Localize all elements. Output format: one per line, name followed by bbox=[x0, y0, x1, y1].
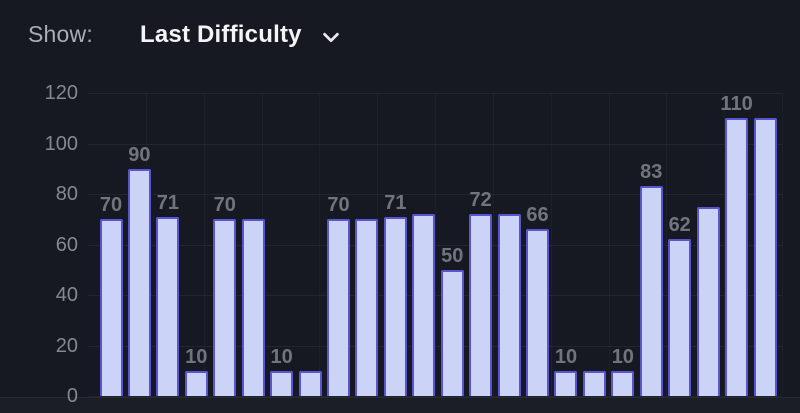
bar[interactable] bbox=[383, 216, 407, 396]
bar[interactable] bbox=[554, 370, 578, 396]
bar[interactable] bbox=[127, 168, 151, 396]
bar[interactable] bbox=[298, 370, 322, 396]
y-axis-tick: 120 bbox=[44, 82, 78, 104]
bar[interactable] bbox=[668, 239, 692, 396]
dropdown-selected-value: Last Difficulty bbox=[140, 21, 302, 48]
chevron-down-icon bbox=[322, 32, 339, 42]
bar[interactable] bbox=[753, 118, 777, 396]
bar[interactable] bbox=[270, 370, 294, 396]
bar-value-label: 110 bbox=[720, 93, 753, 116]
y-axis-tick: 80 bbox=[55, 183, 78, 205]
bar-value-label: 70 bbox=[327, 194, 350, 217]
bar[interactable] bbox=[213, 219, 237, 396]
gridline-vertical bbox=[782, 93, 783, 396]
bar[interactable] bbox=[99, 219, 123, 396]
gridline bbox=[88, 93, 782, 94]
bar[interactable] bbox=[526, 229, 550, 396]
gridline-vertical bbox=[319, 93, 320, 396]
bar-value-label: 90 bbox=[128, 143, 151, 166]
bar[interactable] bbox=[725, 118, 749, 396]
bar[interactable] bbox=[184, 370, 208, 396]
gridline-vertical bbox=[493, 93, 494, 396]
bar-value-label: 72 bbox=[469, 189, 492, 212]
gridline-vertical bbox=[666, 93, 667, 396]
gridline bbox=[88, 194, 782, 195]
bar[interactable] bbox=[582, 370, 606, 396]
gridline bbox=[88, 143, 782, 145]
bar[interactable] bbox=[412, 214, 436, 396]
x-axis-band bbox=[0, 397, 800, 413]
bar-value-label: 71 bbox=[384, 191, 407, 214]
bar-value-label: 70 bbox=[99, 194, 123, 217]
y-axis-tick: 0 bbox=[66, 385, 78, 407]
difficulty-dropdown[interactable]: Last Difficulty bbox=[140, 17, 342, 53]
bar-value-label: 70 bbox=[213, 194, 236, 217]
bar[interactable] bbox=[696, 206, 720, 396]
bar[interactable] bbox=[156, 216, 180, 396]
bar[interactable] bbox=[241, 219, 265, 396]
bar[interactable] bbox=[355, 219, 379, 396]
bar[interactable] bbox=[440, 269, 464, 396]
y-axis-tick: 100 bbox=[44, 132, 78, 155]
gridline bbox=[88, 396, 782, 397]
bar-value-label: 50 bbox=[441, 244, 464, 267]
gridline-vertical bbox=[435, 93, 436, 396]
bar-value-label: 10 bbox=[185, 345, 208, 368]
y-axis-tick: 40 bbox=[55, 284, 78, 306]
bar-value-label: 71 bbox=[156, 191, 179, 214]
bar-value-label: 62 bbox=[668, 214, 691, 237]
bar-chart: 0 20 40 60 80 100 120 70 90 71 10 70 10 70 71 50 72 66 10 1… bbox=[0, 70, 800, 412]
y-axis-tick: 60 bbox=[55, 233, 78, 256]
bar-value-label: 83 bbox=[640, 161, 663, 184]
bar-value-label: 10 bbox=[611, 345, 634, 368]
bar-value-label: 10 bbox=[554, 345, 578, 368]
bar[interactable] bbox=[611, 370, 635, 396]
bar-value-label: 10 bbox=[270, 345, 293, 368]
bar[interactable] bbox=[639, 186, 663, 396]
toolbar: Show: Last Difficulty bbox=[0, 0, 800, 70]
bar[interactable] bbox=[469, 214, 493, 396]
y-axis-tick: 20 bbox=[55, 334, 78, 357]
show-label: Show: bbox=[28, 21, 93, 47]
bar[interactable] bbox=[326, 219, 350, 396]
bar[interactable] bbox=[497, 214, 521, 396]
bar-value-label: 66 bbox=[526, 204, 549, 227]
